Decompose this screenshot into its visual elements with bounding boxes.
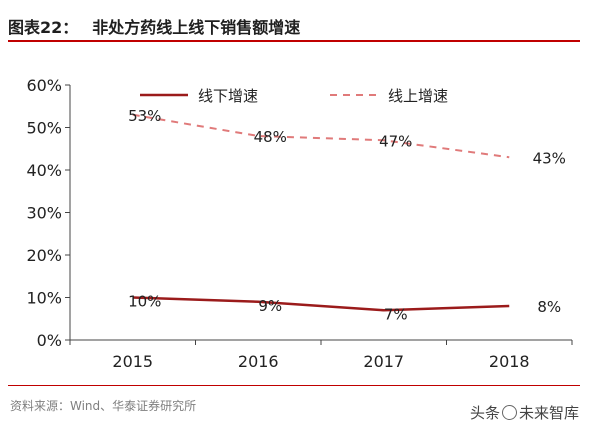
watermark-prefix: 头条 (470, 404, 501, 422)
y-tick-label: 50% (26, 119, 62, 138)
x-tick-label: 2016 (238, 352, 279, 371)
x-tick-label: 2017 (363, 352, 404, 371)
x-tick-label: 2015 (112, 352, 153, 371)
y-tick-label: 40% (26, 161, 62, 180)
figure-label: 图表22： (8, 18, 79, 37)
y-tick-label: 20% (26, 246, 62, 265)
data-label: 53% (128, 107, 161, 125)
y-tick-label: 0% (37, 331, 62, 350)
line-chart: 0% 10% 20% 30% 40% 50% 60% 2015 2016 2017 2018 10% 9… (26, 76, 573, 371)
y-tick-label: 10% (26, 289, 62, 308)
y-tick-label: 60% (26, 76, 62, 95)
source-note: 资料来源：Wind、华泰证券研究所 (10, 399, 197, 413)
data-label: 9% (258, 297, 282, 315)
data-label: 10% (128, 293, 161, 311)
legend-label: 线下增速 (198, 87, 258, 105)
data-label: 43% (533, 149, 566, 167)
legend-label: 线上增速 (388, 87, 448, 105)
watermark-logo-icon (502, 405, 518, 420)
data-label: 8% (537, 298, 561, 316)
figure-title: 图表22： 非处方药线上线下销售额增速 (8, 14, 580, 38)
data-label: 48% (254, 128, 287, 146)
figure-title-text: 非处方药线上线下销售额增速 (92, 18, 301, 37)
y-tick-label: 30% (26, 204, 62, 223)
title-divider (8, 40, 580, 42)
x-tick-label: 2018 (489, 352, 530, 371)
data-label: 47% (379, 132, 412, 150)
series-line-online (132, 113, 510, 159)
footer-divider (8, 385, 580, 386)
watermark: 头条 未来智库 (470, 402, 579, 423)
watermark-name: 未来智库 (519, 404, 580, 422)
data-label: 7% (384, 305, 408, 323)
series-line-offline (132, 296, 510, 312)
